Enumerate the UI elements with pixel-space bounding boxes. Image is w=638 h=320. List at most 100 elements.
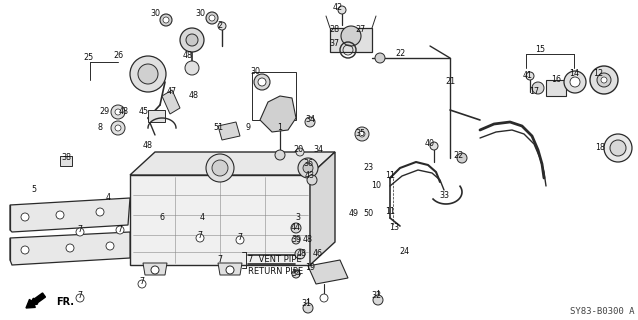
Polygon shape — [148, 110, 165, 122]
Circle shape — [303, 303, 313, 313]
Text: 31: 31 — [301, 300, 311, 308]
Circle shape — [590, 66, 618, 94]
Circle shape — [180, 28, 204, 52]
Polygon shape — [310, 152, 335, 265]
Text: 13: 13 — [389, 223, 399, 233]
Circle shape — [138, 64, 158, 84]
Bar — [252, 72, 296, 120]
Text: 3: 3 — [295, 213, 300, 222]
Text: FR.: FR. — [56, 297, 74, 307]
Text: 32: 32 — [371, 292, 381, 300]
Circle shape — [115, 109, 121, 115]
Circle shape — [236, 236, 244, 244]
Circle shape — [138, 280, 146, 288]
Circle shape — [185, 61, 199, 75]
Circle shape — [115, 125, 121, 131]
Circle shape — [597, 73, 611, 87]
Circle shape — [601, 77, 607, 83]
Circle shape — [570, 77, 580, 87]
Text: 6: 6 — [160, 213, 165, 222]
Text: 44: 44 — [291, 223, 301, 233]
Text: 48: 48 — [183, 52, 193, 60]
Text: 9: 9 — [246, 124, 251, 132]
Text: 4: 4 — [200, 213, 205, 222]
Text: 5: 5 — [31, 186, 36, 195]
Text: 50: 50 — [363, 210, 373, 219]
Text: 27: 27 — [355, 26, 365, 35]
Bar — [60, 156, 72, 166]
Text: 19: 19 — [305, 263, 315, 273]
Circle shape — [21, 246, 29, 254]
Text: 22: 22 — [395, 50, 405, 59]
Text: 38: 38 — [61, 154, 71, 163]
Polygon shape — [218, 122, 240, 140]
Text: 30: 30 — [195, 10, 205, 19]
Circle shape — [373, 295, 383, 305]
Text: 25: 25 — [83, 53, 93, 62]
Text: 33: 33 — [439, 191, 449, 201]
Circle shape — [111, 105, 125, 119]
Circle shape — [526, 72, 534, 80]
Text: 46: 46 — [313, 250, 323, 259]
Text: 18: 18 — [595, 143, 605, 153]
Text: 43: 43 — [305, 172, 315, 180]
Circle shape — [296, 148, 304, 156]
Circle shape — [341, 26, 361, 46]
Text: 40: 40 — [425, 140, 435, 148]
Polygon shape — [130, 152, 335, 175]
Text: 10: 10 — [371, 181, 381, 190]
Text: 34: 34 — [305, 116, 315, 124]
Text: 14: 14 — [569, 69, 579, 78]
Circle shape — [355, 127, 369, 141]
Text: 37: 37 — [329, 39, 339, 49]
Text: 28: 28 — [329, 26, 339, 35]
Text: 41: 41 — [523, 71, 533, 81]
Circle shape — [96, 208, 104, 216]
Text: 35: 35 — [355, 130, 365, 139]
Text: 7: 7 — [77, 226, 82, 235]
Circle shape — [163, 17, 169, 23]
Circle shape — [76, 228, 84, 236]
Circle shape — [338, 6, 346, 14]
Polygon shape — [308, 260, 348, 284]
Circle shape — [430, 142, 438, 150]
Text: 23: 23 — [363, 164, 373, 172]
Circle shape — [307, 175, 317, 185]
Polygon shape — [162, 90, 180, 114]
Text: 8: 8 — [98, 124, 103, 132]
Circle shape — [160, 14, 172, 26]
Circle shape — [196, 234, 204, 242]
Text: 7: 7 — [197, 231, 202, 241]
Text: 20: 20 — [293, 146, 303, 155]
Circle shape — [186, 34, 198, 46]
Circle shape — [111, 121, 125, 135]
Text: 34: 34 — [291, 269, 301, 278]
Circle shape — [254, 74, 270, 90]
Text: 48: 48 — [303, 236, 313, 244]
Polygon shape — [218, 263, 242, 275]
Polygon shape — [330, 28, 372, 52]
Circle shape — [151, 266, 159, 274]
Text: 39: 39 — [291, 236, 301, 244]
Text: 48: 48 — [189, 92, 199, 100]
Text: 47: 47 — [167, 87, 177, 97]
Text: 11: 11 — [385, 207, 395, 217]
Circle shape — [106, 242, 114, 250]
Text: 49: 49 — [349, 210, 359, 219]
Text: RETURN PIPE: RETURN PIPE — [248, 267, 303, 276]
Circle shape — [212, 160, 228, 176]
Polygon shape — [10, 198, 130, 232]
Text: 26: 26 — [113, 52, 123, 60]
Text: 48: 48 — [119, 108, 129, 116]
Circle shape — [275, 150, 285, 160]
Text: 1: 1 — [278, 124, 283, 132]
Text: 7: 7 — [140, 277, 145, 286]
Circle shape — [375, 53, 385, 63]
Circle shape — [76, 294, 84, 302]
Circle shape — [359, 131, 365, 137]
Circle shape — [206, 12, 218, 24]
Circle shape — [209, 15, 215, 21]
Circle shape — [303, 163, 313, 173]
Text: 7: 7 — [117, 226, 122, 235]
Polygon shape — [10, 232, 130, 265]
